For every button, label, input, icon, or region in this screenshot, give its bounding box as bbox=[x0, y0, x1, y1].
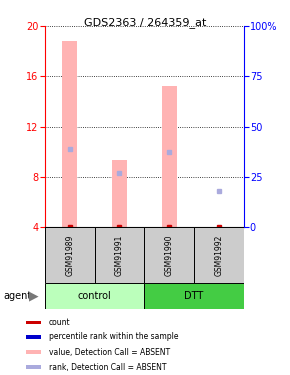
Text: DTT: DTT bbox=[184, 291, 204, 301]
Text: GSM91990: GSM91990 bbox=[165, 234, 174, 276]
Bar bbox=[62, 41, 77, 227]
Text: GSM91992: GSM91992 bbox=[214, 234, 223, 276]
Bar bbox=[194, 227, 244, 283]
Bar bbox=[144, 227, 194, 283]
Bar bbox=[26, 321, 41, 324]
Bar bbox=[162, 87, 177, 227]
Bar bbox=[26, 335, 41, 339]
Bar bbox=[26, 350, 41, 354]
Bar bbox=[45, 283, 144, 309]
Text: agent: agent bbox=[3, 291, 31, 301]
Bar bbox=[45, 227, 95, 283]
Text: GDS2363 / 264359_at: GDS2363 / 264359_at bbox=[84, 17, 206, 28]
Text: rank, Detection Call = ABSENT: rank, Detection Call = ABSENT bbox=[48, 363, 166, 372]
Bar bbox=[112, 160, 127, 227]
Bar bbox=[26, 365, 41, 369]
Text: percentile rank within the sample: percentile rank within the sample bbox=[48, 333, 178, 341]
Text: GSM91991: GSM91991 bbox=[115, 234, 124, 276]
Text: ▶: ▶ bbox=[29, 290, 39, 303]
Bar bbox=[144, 283, 244, 309]
Text: control: control bbox=[78, 291, 111, 301]
Text: value, Detection Call = ABSENT: value, Detection Call = ABSENT bbox=[48, 348, 170, 357]
Text: count: count bbox=[48, 318, 70, 327]
Text: GSM91989: GSM91989 bbox=[65, 234, 74, 276]
Bar bbox=[95, 227, 144, 283]
